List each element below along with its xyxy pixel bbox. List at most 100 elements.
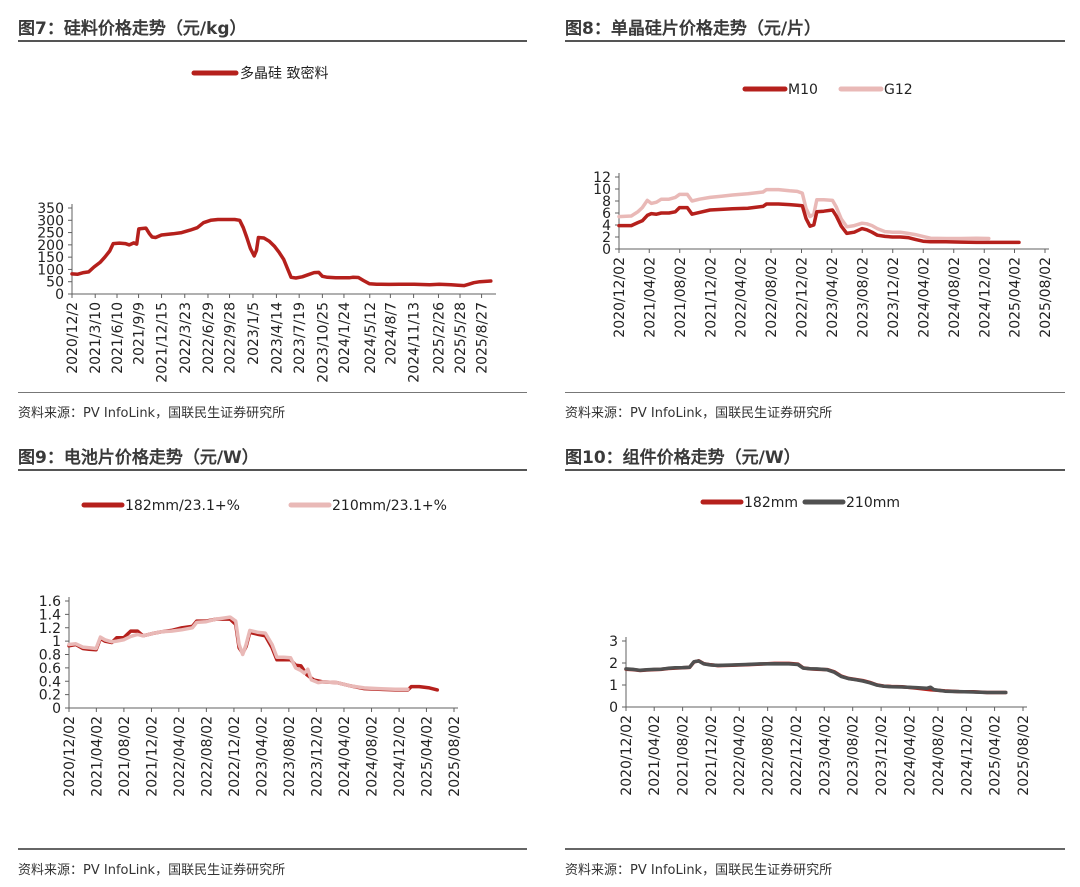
x-tick-label: 2025/04/02 bbox=[988, 715, 1004, 796]
x-tick-label: 2024/12/02 bbox=[392, 716, 408, 797]
x-tick-label: 2024/08/02 bbox=[947, 257, 963, 338]
x-tick-label: 2022/6/29 bbox=[201, 302, 217, 374]
y-tick-label: 6 bbox=[602, 206, 611, 222]
legend-label: G12 bbox=[884, 82, 913, 98]
y-tick-label: 4 bbox=[602, 218, 611, 234]
y-tick-label: 0.2 bbox=[39, 688, 61, 704]
figure-9-panel: 图9：电池片价格走势（元/W） 182mm/23.1+% 210mm/23.1+… bbox=[18, 443, 527, 883]
series-line-- bbox=[70, 217, 493, 288]
y-tick-label: 1 bbox=[609, 678, 618, 694]
figure-7-bottom-rule bbox=[18, 392, 527, 393]
x-tick-label: 2020/12/2 bbox=[65, 302, 81, 374]
y-tick-label: 0.6 bbox=[39, 661, 61, 677]
y-tick-label: 1.6 bbox=[39, 594, 61, 610]
plot-area: 0 1 2 3 2020/12/02 2021/04/02 2021/08/02 2021/1… bbox=[609, 634, 1032, 796]
y-tick-label: 1.2 bbox=[39, 621, 61, 637]
figure-7-title: 图7：硅料价格走势（元/kg） bbox=[18, 19, 247, 39]
x-tick-label: 2024/04/02 bbox=[903, 715, 919, 796]
x-tick-label: 2024/11/13 bbox=[407, 302, 423, 383]
x-tick-label: 2022/08/02 bbox=[199, 716, 215, 797]
x-tick-label: 2025/04/02 bbox=[419, 716, 435, 797]
x-tick-label: 2024/12/02 bbox=[977, 257, 993, 338]
x-tick-label: 2021/12/15 bbox=[155, 302, 171, 383]
x-tick-label: 2021/9/9 bbox=[132, 302, 148, 365]
x-tick-label: 2025/04/02 bbox=[1008, 257, 1024, 338]
y-tick-label: 0.4 bbox=[39, 674, 61, 690]
legend-label: 210mm bbox=[846, 495, 900, 511]
x-tick-label: 2022/04/02 bbox=[172, 716, 188, 797]
x-tick-label: 2025/08/02 bbox=[1038, 257, 1054, 338]
x-tick-label: 2024/08/02 bbox=[931, 715, 947, 796]
y-tick-label: 8 bbox=[602, 194, 611, 210]
y-tick-label: 0 bbox=[609, 700, 618, 716]
y-tick-label: 0.8 bbox=[39, 648, 61, 664]
figure-8-top-rule bbox=[565, 40, 1065, 42]
figure-10-title: 图10：组件价格走势（元/W） bbox=[565, 448, 801, 468]
y-tick-label: 3 bbox=[609, 634, 618, 650]
x-tick-label: 2023/10/25 bbox=[315, 302, 331, 383]
x-tick-label: 2022/08/02 bbox=[761, 715, 777, 796]
figure-9-legend: 182mm/23.1+% 210mm/23.1+% bbox=[81, 498, 447, 514]
x-tick-label: 2021/6/10 bbox=[110, 302, 126, 374]
x-tick-label: 2023/12/02 bbox=[886, 257, 902, 338]
figure-8-title: 图8：单晶硅片价格走势（元/片） bbox=[565, 19, 822, 39]
x-tick-label: 2023/12/02 bbox=[309, 716, 325, 797]
x-tick-label: 2023/08/02 bbox=[846, 715, 862, 796]
legend-label: 210mm/23.1+% bbox=[332, 498, 447, 514]
legend-label: 182mm/23.1+% bbox=[125, 498, 240, 514]
y-tick-label: 300 bbox=[37, 213, 64, 229]
plot-area: 00.20.40.60.811.21.41.6 2020/12/02 2021/04… bbox=[39, 594, 463, 797]
y-tick-label: 50 bbox=[46, 275, 64, 291]
figure-7-source: 资料来源：PV InfoLink，国联民生证券研究所 bbox=[18, 406, 286, 421]
legend-label: 182mm bbox=[744, 495, 798, 511]
x-tick-label: 2025/5/28 bbox=[453, 302, 469, 374]
y-tick-label: 10 bbox=[593, 182, 611, 198]
x-tick-label: 2023/08/02 bbox=[282, 716, 298, 797]
x-tick-label: 2021/08/02 bbox=[673, 257, 689, 338]
figure-9-chart: 182mm/23.1+% 210mm/23.1+% 00.20.40.60.81… bbox=[39, 498, 463, 797]
x-tick-label: 2024/08/02 bbox=[365, 716, 381, 797]
x-tick-label: 2021/04/02 bbox=[89, 716, 105, 797]
x-tick-label: 2021/3/10 bbox=[88, 302, 104, 374]
x-tick-label: 2020/12/02 bbox=[619, 715, 635, 796]
x-tick-label: 2023/1/5 bbox=[246, 302, 262, 365]
x-tick-label: 2025/08/02 bbox=[1016, 715, 1032, 796]
x-tick-label: 2022/08/02 bbox=[764, 257, 780, 338]
figure-7-panel: 图7：硅料价格走势（元/kg） 多晶硅 致密料 0 50 100 150 200 250 3… bbox=[18, 14, 527, 426]
y-tick-label: 100 bbox=[37, 262, 64, 278]
x-tick-label: 2024/1/24 bbox=[337, 302, 353, 374]
x-tick-label: 2023/4/14 bbox=[269, 302, 285, 374]
legend-label: 多晶硅 致密料 bbox=[240, 65, 328, 82]
x-tick-label: 2024/04/02 bbox=[916, 257, 932, 338]
x-tick-label: 2022/9/28 bbox=[223, 302, 239, 374]
figure-10-legend: 182mm 210mm bbox=[700, 495, 900, 511]
x-tick-label: 2025/2/26 bbox=[431, 302, 447, 374]
y-tick-label: 0 bbox=[55, 287, 64, 303]
y-tick-label: 12 bbox=[593, 170, 611, 186]
y-tick-label: 2 bbox=[609, 656, 618, 672]
x-tick-label: 2023/04/02 bbox=[817, 715, 833, 796]
x-tick-label: 2022/12/02 bbox=[795, 257, 811, 338]
x-tick-label: 2024/12/02 bbox=[959, 715, 975, 796]
x-tick-label: 2021/08/02 bbox=[117, 716, 133, 797]
x-tick-label: 2020/12/02 bbox=[612, 257, 628, 338]
x-tick-label: 2025/08/02 bbox=[447, 716, 463, 797]
x-tick-label: 2022/04/02 bbox=[734, 257, 750, 338]
figure-7-top-rule bbox=[18, 40, 527, 42]
x-tick-label: 2023/08/02 bbox=[855, 257, 871, 338]
figure-8-panel: 图8：单晶硅片价格走势（元/片） M10 G12 0 2 4 6 8 10 12 2020/1… bbox=[565, 14, 1065, 426]
x-tick-label: 2024/04/02 bbox=[337, 716, 353, 797]
y-tick-label: 2 bbox=[602, 230, 611, 246]
x-tick-label: 2021/08/02 bbox=[676, 715, 692, 796]
figure-8-legend: M10 G12 bbox=[742, 82, 913, 98]
x-tick-label: 2022/12/02 bbox=[227, 716, 243, 797]
x-tick-label: 2021/12/02 bbox=[704, 715, 720, 796]
x-tick-label: 2022/04/02 bbox=[732, 715, 748, 796]
x-tick-label: 2021/12/02 bbox=[144, 716, 160, 797]
figure-10-top-rule bbox=[565, 469, 1065, 471]
x-tick-label: 2023/7/19 bbox=[292, 302, 308, 374]
x-tick-label: 2020/12/02 bbox=[62, 716, 78, 797]
